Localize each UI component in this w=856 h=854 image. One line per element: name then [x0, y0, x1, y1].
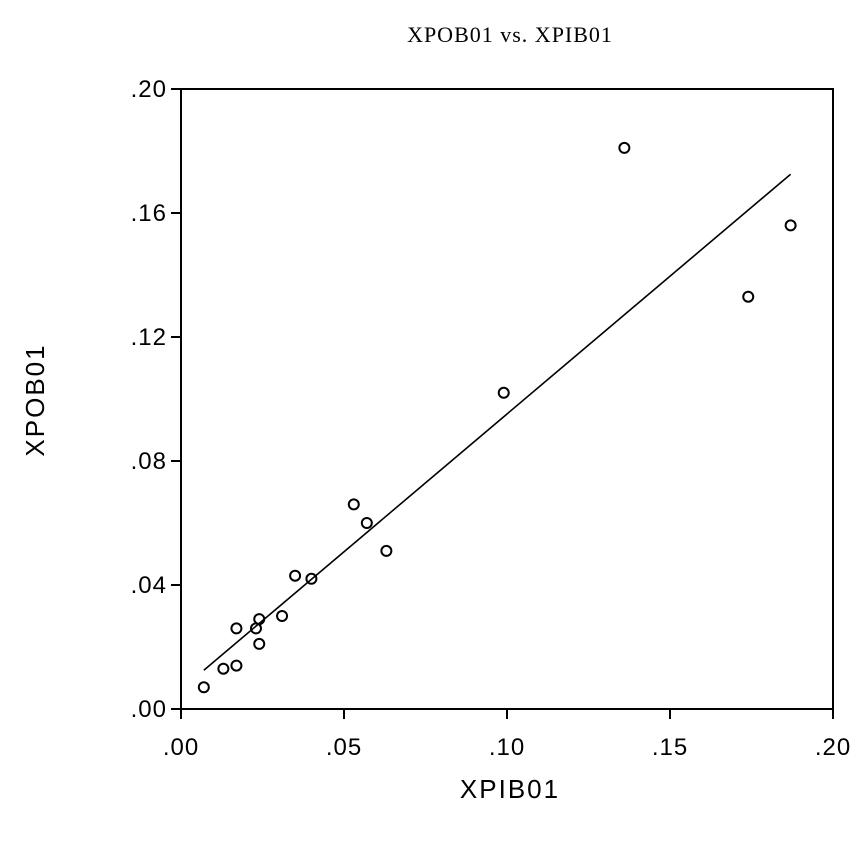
regression-line [203, 173, 792, 671]
y-tick-label: .12 [131, 324, 167, 351]
x-tick-label: .05 [326, 734, 362, 761]
data-point [618, 141, 631, 154]
x-tick-label: .10 [489, 734, 525, 761]
y-tick-label: .20 [131, 76, 167, 103]
data-point [305, 572, 318, 585]
fit-line-layer [203, 173, 792, 671]
y-tick-label: .08 [131, 448, 167, 475]
x-tick-label: .15 [652, 734, 688, 761]
data-points [197, 141, 797, 694]
x-axis: .00 .05 .10 .15 .20 [163, 709, 851, 761]
data-point [276, 610, 289, 622]
x-tick-label: .00 [163, 734, 199, 761]
data-point [360, 517, 373, 529]
x-axis-label: XPIB01 [460, 774, 560, 804]
data-point [217, 662, 230, 675]
data-point [497, 386, 510, 399]
data-point [784, 219, 797, 232]
data-point [742, 290, 755, 303]
data-point [347, 498, 360, 511]
y-tick-label: .04 [131, 572, 167, 599]
data-point [380, 544, 393, 557]
data-point [197, 681, 210, 694]
chart-title: XPOB01 vs. XPIB01 [407, 22, 613, 47]
x-tick-label: .20 [815, 734, 851, 761]
plot-frame [180, 88, 834, 710]
data-point [253, 613, 266, 626]
data-point [230, 659, 243, 672]
data-point [230, 622, 243, 635]
y-tick-label: .00 [131, 696, 167, 723]
y-axis-label: XPOB01 [20, 343, 50, 456]
data-point [253, 637, 266, 650]
plot-area [180, 88, 834, 710]
y-axis: .00 .04 .08 .12 .16 .20 [131, 76, 181, 723]
y-tick-label: .16 [131, 200, 167, 227]
data-point [289, 569, 302, 582]
